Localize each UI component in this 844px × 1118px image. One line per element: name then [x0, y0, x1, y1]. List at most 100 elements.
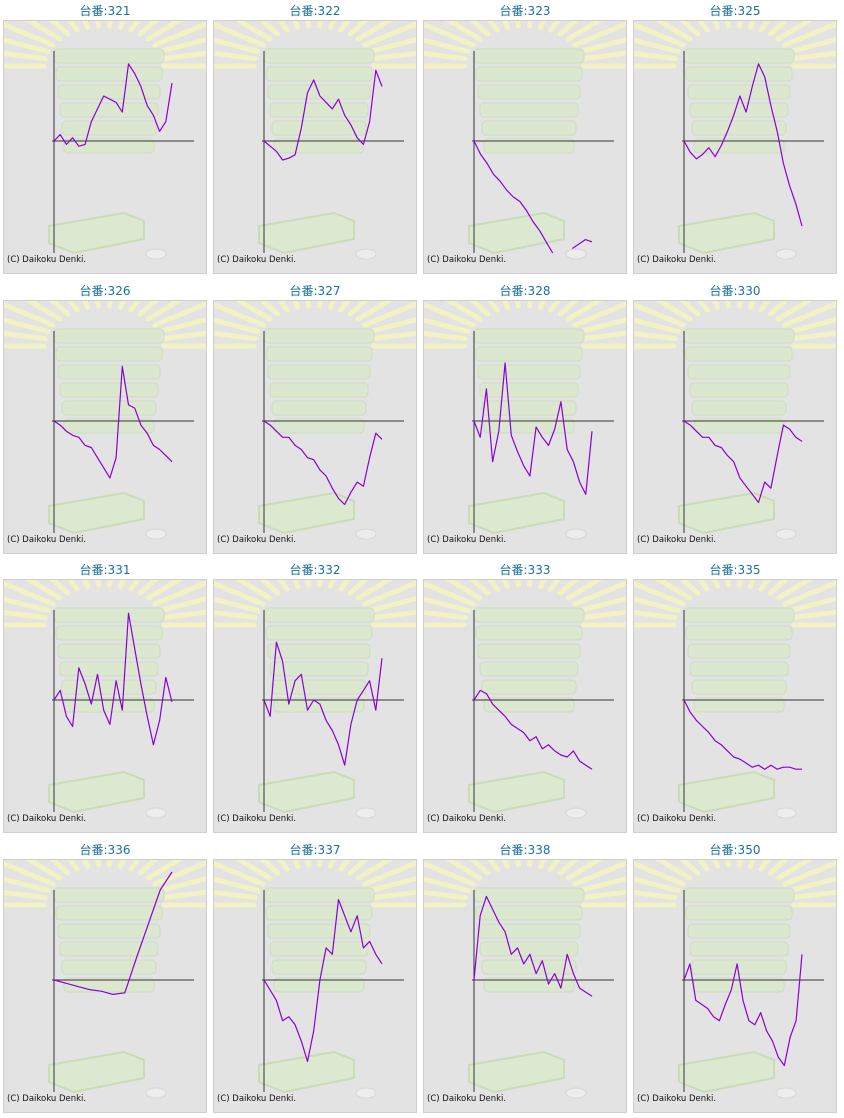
- background-artwork: [214, 860, 416, 1099]
- chart-frame: (C) Daikoku Denki.: [423, 579, 627, 833]
- series-line: [683, 699, 802, 770]
- chart-title[interactable]: 台番:331: [79, 563, 131, 577]
- credit-text: (C) Daikoku Denki.: [637, 535, 716, 545]
- chart-title[interactable]: 台番:328: [499, 284, 551, 298]
- chart-title[interactable]: 台番:337: [289, 843, 341, 857]
- chart-title[interactable]: 台番:338: [499, 843, 551, 857]
- chart-frame: (C) Daikoku Denki.: [423, 859, 627, 1113]
- chart-frame: (C) Daikoku Denki.: [633, 20, 837, 274]
- chart-panel: 台番:336 (C) Daikoku Denki.: [0, 839, 210, 1117]
- credit-text: (C) Daikoku Denki.: [7, 1094, 86, 1104]
- series-line: [53, 63, 173, 147]
- chart-svg: (C) Daikoku Denki.: [424, 301, 626, 545]
- credit-text: (C) Daikoku Denki.: [427, 535, 506, 545]
- chart-panel: 台番:337 (C) Daikoku Denki.: [210, 839, 420, 1117]
- chart-title[interactable]: 台番:325: [709, 4, 761, 18]
- chart-svg: (C) Daikoku Denki.: [634, 860, 836, 1104]
- chart-svg: (C) Daikoku Denki.: [214, 301, 416, 545]
- series-line: [473, 689, 593, 770]
- chart-panel: 台番:327 (C) Daikoku Denki.: [210, 280, 420, 558]
- chart-panel: 台番:338 (C) Daikoku Denki.: [420, 839, 630, 1117]
- background-artwork: [424, 21, 626, 260]
- chart-frame: (C) Daikoku Denki.: [3, 859, 207, 1113]
- chart-frame: (C) Daikoku Denki.: [633, 859, 837, 1113]
- series-line: [263, 69, 383, 161]
- series-line: [683, 63, 803, 227]
- chart-panel: 台番:323 (C) Daikoku Denki.: [420, 0, 630, 278]
- chart-panel: 台番:330 (C) Daikoku Denki.: [630, 280, 840, 558]
- chart-title[interactable]: 台番:326: [79, 284, 131, 298]
- chart-panel: 台番:328 (C) Daikoku Denki.: [420, 280, 630, 558]
- background-artwork: [634, 580, 836, 819]
- chart-title[interactable]: 台番:330: [709, 284, 761, 298]
- credit-text: (C) Daikoku Denki.: [637, 814, 716, 824]
- credit-text: (C) Daikoku Denki.: [217, 255, 296, 265]
- credit-text: (C) Daikoku Denki.: [427, 814, 506, 824]
- chart-svg: (C) Daikoku Denki.: [634, 580, 836, 824]
- background-artwork: [4, 21, 206, 260]
- credit-text: (C) Daikoku Denki.: [637, 1094, 716, 1104]
- background-artwork: [214, 580, 416, 819]
- chart-title[interactable]: 台番:336: [79, 843, 131, 857]
- series-line: [263, 641, 383, 766]
- chart-svg: (C) Daikoku Denki.: [634, 301, 836, 545]
- chart-frame: (C) Daikoku Denki.: [213, 859, 417, 1113]
- chart-frame: (C) Daikoku Denki.: [423, 20, 627, 274]
- chart-svg: (C) Daikoku Denki.: [4, 580, 206, 824]
- series-line: [473, 895, 593, 997]
- chart-title[interactable]: 台番:333: [499, 563, 551, 577]
- chart-title[interactable]: 台番:332: [289, 563, 341, 577]
- series-line: [683, 420, 803, 504]
- chart-frame: (C) Daikoku Denki.: [3, 579, 207, 833]
- chart-frame: (C) Daikoku Denki.: [423, 300, 627, 554]
- chart-svg: (C) Daikoku Denki.: [424, 21, 626, 265]
- chart-svg: (C) Daikoku Denki.: [214, 860, 416, 1104]
- credit-text: (C) Daikoku Denki.: [217, 814, 296, 824]
- chart-svg: (C) Daikoku Denki.: [214, 21, 416, 265]
- chart-panel: 台番:333 (C) Daikoku Denki.: [420, 559, 630, 837]
- chart-svg: (C) Daikoku Denki.: [424, 580, 626, 824]
- chart-panel: 台番:322 (C) Daikoku Denki.: [210, 0, 420, 278]
- series-line: [683, 954, 803, 1067]
- chart-panel: 台番:326 (C) Daikoku Denki.: [0, 280, 210, 558]
- series-line: [53, 871, 173, 995]
- chart-panel: 台番:321 (C) Daikoku Denki.: [0, 0, 210, 278]
- chart-title[interactable]: 台番:321: [79, 4, 131, 18]
- credit-text: (C) Daikoku Denki.: [7, 814, 86, 824]
- chart-svg: (C) Daikoku Denki.: [424, 860, 626, 1104]
- series-line: [263, 899, 383, 1063]
- series-line: [53, 365, 173, 479]
- background-artwork: [4, 860, 206, 1099]
- background-artwork: [214, 301, 416, 540]
- chart-panel: 台番:325 (C) Daikoku Denki.: [630, 0, 840, 278]
- chart-frame: (C) Daikoku Denki.: [213, 579, 417, 833]
- chart-panel: 台番:331 (C) Daikoku Denki.: [0, 559, 210, 837]
- chart-frame: (C) Daikoku Denki.: [213, 300, 417, 554]
- credit-text: (C) Daikoku Denki.: [217, 1094, 296, 1104]
- background-artwork: [424, 580, 626, 819]
- chart-title[interactable]: 台番:335: [709, 563, 761, 577]
- chart-svg: (C) Daikoku Denki.: [4, 301, 206, 545]
- chart-svg: (C) Daikoku Denki.: [4, 860, 206, 1104]
- background-artwork: [214, 21, 416, 260]
- credit-text: (C) Daikoku Denki.: [427, 1094, 506, 1104]
- chart-title[interactable]: 台番:350: [709, 843, 761, 857]
- credit-text: (C) Daikoku Denki.: [7, 255, 86, 265]
- series-line: [473, 362, 593, 495]
- background-artwork: [634, 301, 836, 540]
- background-artwork: [634, 21, 836, 260]
- background-artwork: [4, 580, 206, 819]
- chart-title[interactable]: 台番:322: [289, 4, 341, 18]
- chart-title[interactable]: 台番:323: [499, 4, 551, 18]
- chart-frame: (C) Daikoku Denki.: [3, 300, 207, 554]
- chart-svg: (C) Daikoku Denki.: [214, 580, 416, 824]
- credit-text: (C) Daikoku Denki.: [7, 535, 86, 545]
- credit-text: (C) Daikoku Denki.: [427, 255, 506, 265]
- background-artwork: [4, 301, 206, 540]
- chart-panel: 台番:350 (C) Daikoku Denki.: [630, 839, 840, 1117]
- credit-text: (C) Daikoku Denki.: [217, 535, 296, 545]
- credit-text: (C) Daikoku Denki.: [637, 255, 716, 265]
- background-artwork: [424, 860, 626, 1099]
- chart-title[interactable]: 台番:327: [289, 284, 341, 298]
